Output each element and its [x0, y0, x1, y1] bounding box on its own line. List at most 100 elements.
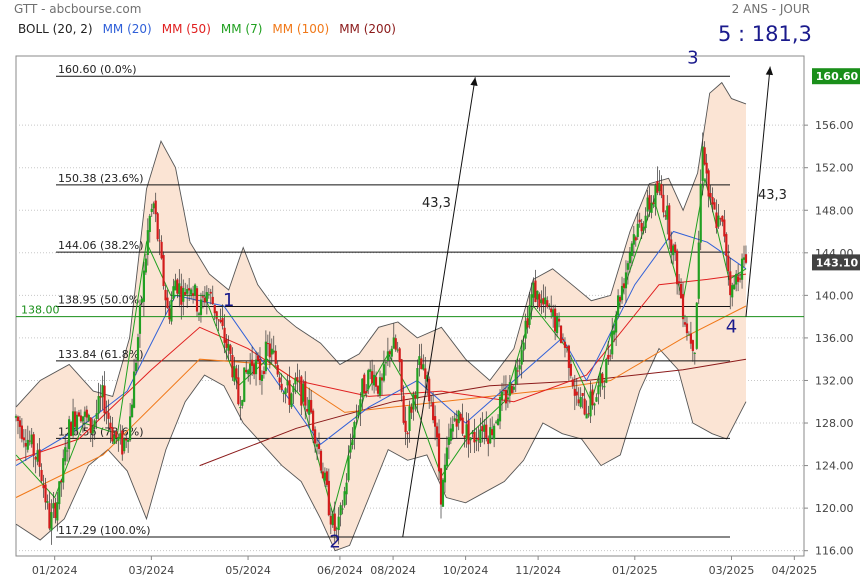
candle-body [465, 424, 468, 440]
candle-body [626, 263, 630, 270]
candle-body [554, 308, 557, 332]
x-tick-label: 03/2025 [709, 564, 755, 577]
candle-body [380, 377, 384, 381]
candle-body [18, 420, 22, 427]
candle-body [89, 417, 92, 434]
candle-body [494, 421, 498, 423]
candle-body [75, 414, 79, 431]
support-line: 138.00 [16, 304, 804, 318]
candle-body [408, 406, 411, 432]
candle-body [469, 437, 472, 441]
candle-body [50, 512, 53, 531]
candle-body [487, 438, 490, 444]
candle-body [646, 197, 649, 212]
candle-body [329, 515, 332, 525]
candle-body [313, 429, 317, 444]
candle-body [34, 456, 37, 460]
candle-body [79, 415, 83, 422]
candle-body [701, 146, 704, 181]
candle-body [463, 435, 466, 438]
candle-body [113, 435, 116, 444]
candle-body [727, 255, 730, 272]
candle-body [613, 330, 616, 335]
candle-body [166, 297, 169, 309]
candle-body [69, 422, 73, 436]
candle-body [538, 294, 541, 308]
candle-body [176, 279, 179, 294]
candle-body [213, 304, 216, 314]
candle-body [119, 433, 122, 439]
candle-body [703, 147, 706, 165]
candle-body [68, 419, 71, 450]
candle-body [622, 283, 626, 288]
candle-body [262, 371, 266, 374]
candle-body [123, 438, 126, 452]
candle-body [231, 354, 234, 378]
candle-body [349, 445, 352, 453]
candle-body [561, 338, 565, 340]
candle-body [180, 286, 183, 305]
candle-body [286, 381, 289, 386]
candle-body [58, 481, 61, 505]
candle-body [638, 219, 641, 223]
bollinger-bands [15, 81, 747, 552]
candle-body [109, 422, 112, 429]
candle-body [280, 383, 283, 390]
candle-body [400, 359, 403, 393]
candle-body [737, 276, 740, 282]
x-tick-label: 06/2024 [317, 564, 363, 577]
candle-body [725, 234, 728, 257]
candle-body [294, 377, 297, 385]
candle-body [365, 391, 368, 394]
candle-body [672, 245, 675, 256]
candle-body [520, 350, 523, 365]
candle-body [420, 358, 423, 370]
candle-body [467, 420, 470, 445]
candle-body [740, 258, 744, 280]
candle-body [713, 202, 716, 210]
candles [14, 132, 748, 545]
candle-body [711, 197, 714, 205]
candle-body [498, 396, 502, 422]
candle-body [693, 352, 696, 354]
candle-body [347, 455, 350, 481]
candle-body [178, 283, 181, 295]
candle-body [715, 212, 718, 229]
high-price-badge-label: 160.60 [816, 70, 859, 83]
fib-label-6: 117.29 (100.0%) [58, 524, 151, 537]
candle-body [290, 393, 293, 408]
candle-body [284, 388, 287, 395]
candle-body [258, 358, 262, 381]
candle-body [430, 405, 433, 407]
candle-body [599, 373, 602, 387]
candle-body [432, 402, 435, 421]
candle-body [406, 432, 409, 435]
candle-body [542, 298, 545, 305]
candle-body [536, 290, 539, 300]
fibonacci-levels: 160.60 (0.0%) 150.38 (23.6%) 144.06 (38.2%… [56, 63, 730, 538]
candle-body [339, 505, 342, 516]
candle-body [298, 380, 301, 382]
candle-body [652, 202, 655, 204]
candle-body [723, 219, 726, 237]
candle-body [656, 181, 659, 193]
candle-body [709, 193, 712, 198]
candle-body [459, 413, 462, 421]
candle-body [256, 355, 260, 361]
candle-body [32, 434, 35, 456]
candle-body [270, 348, 273, 355]
candle-body [717, 215, 720, 227]
candle-body [215, 311, 218, 319]
candle-body [583, 398, 586, 415]
candle-body [268, 343, 271, 358]
candle-body [577, 399, 580, 404]
candle-body [546, 300, 549, 307]
candle-body [485, 424, 488, 438]
candle-body [548, 304, 551, 306]
candle-body [249, 363, 252, 375]
candle-body [121, 430, 124, 455]
candle-body [500, 391, 504, 400]
candle-body [744, 254, 748, 263]
candle-body [308, 399, 311, 415]
candle-body [640, 223, 643, 232]
